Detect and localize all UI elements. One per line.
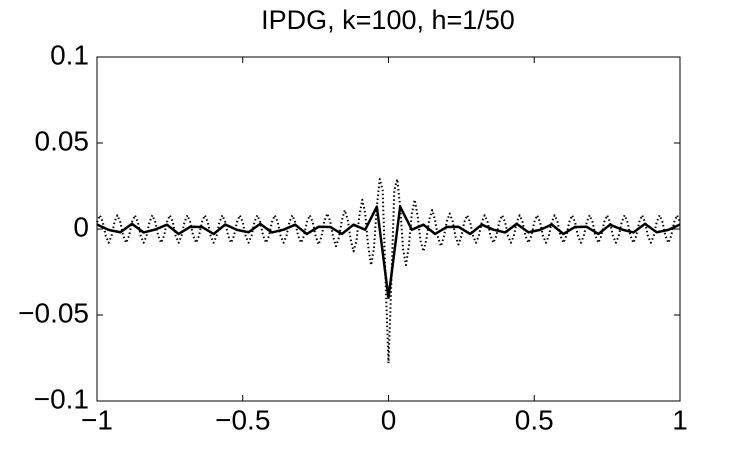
- y-tick-label: 0.05: [35, 125, 90, 156]
- y-tick-label: 0.1: [50, 39, 89, 70]
- x-tick-label: 0: [381, 404, 397, 435]
- x-tick-label: −1: [81, 404, 113, 435]
- y-tick-label: −0.1: [34, 383, 89, 414]
- y-tick-label: 0: [73, 211, 89, 242]
- x-tick-label: 1: [672, 404, 688, 435]
- x-tick-label: 0.5: [515, 404, 554, 435]
- data-line: [96, 205, 681, 300]
- data-line: [96, 178, 681, 365]
- y-tick-label: −0.05: [18, 297, 89, 328]
- x-tick-label: −0.5: [215, 404, 270, 435]
- chart-title: IPDG, k=100, h=1/50: [261, 5, 515, 35]
